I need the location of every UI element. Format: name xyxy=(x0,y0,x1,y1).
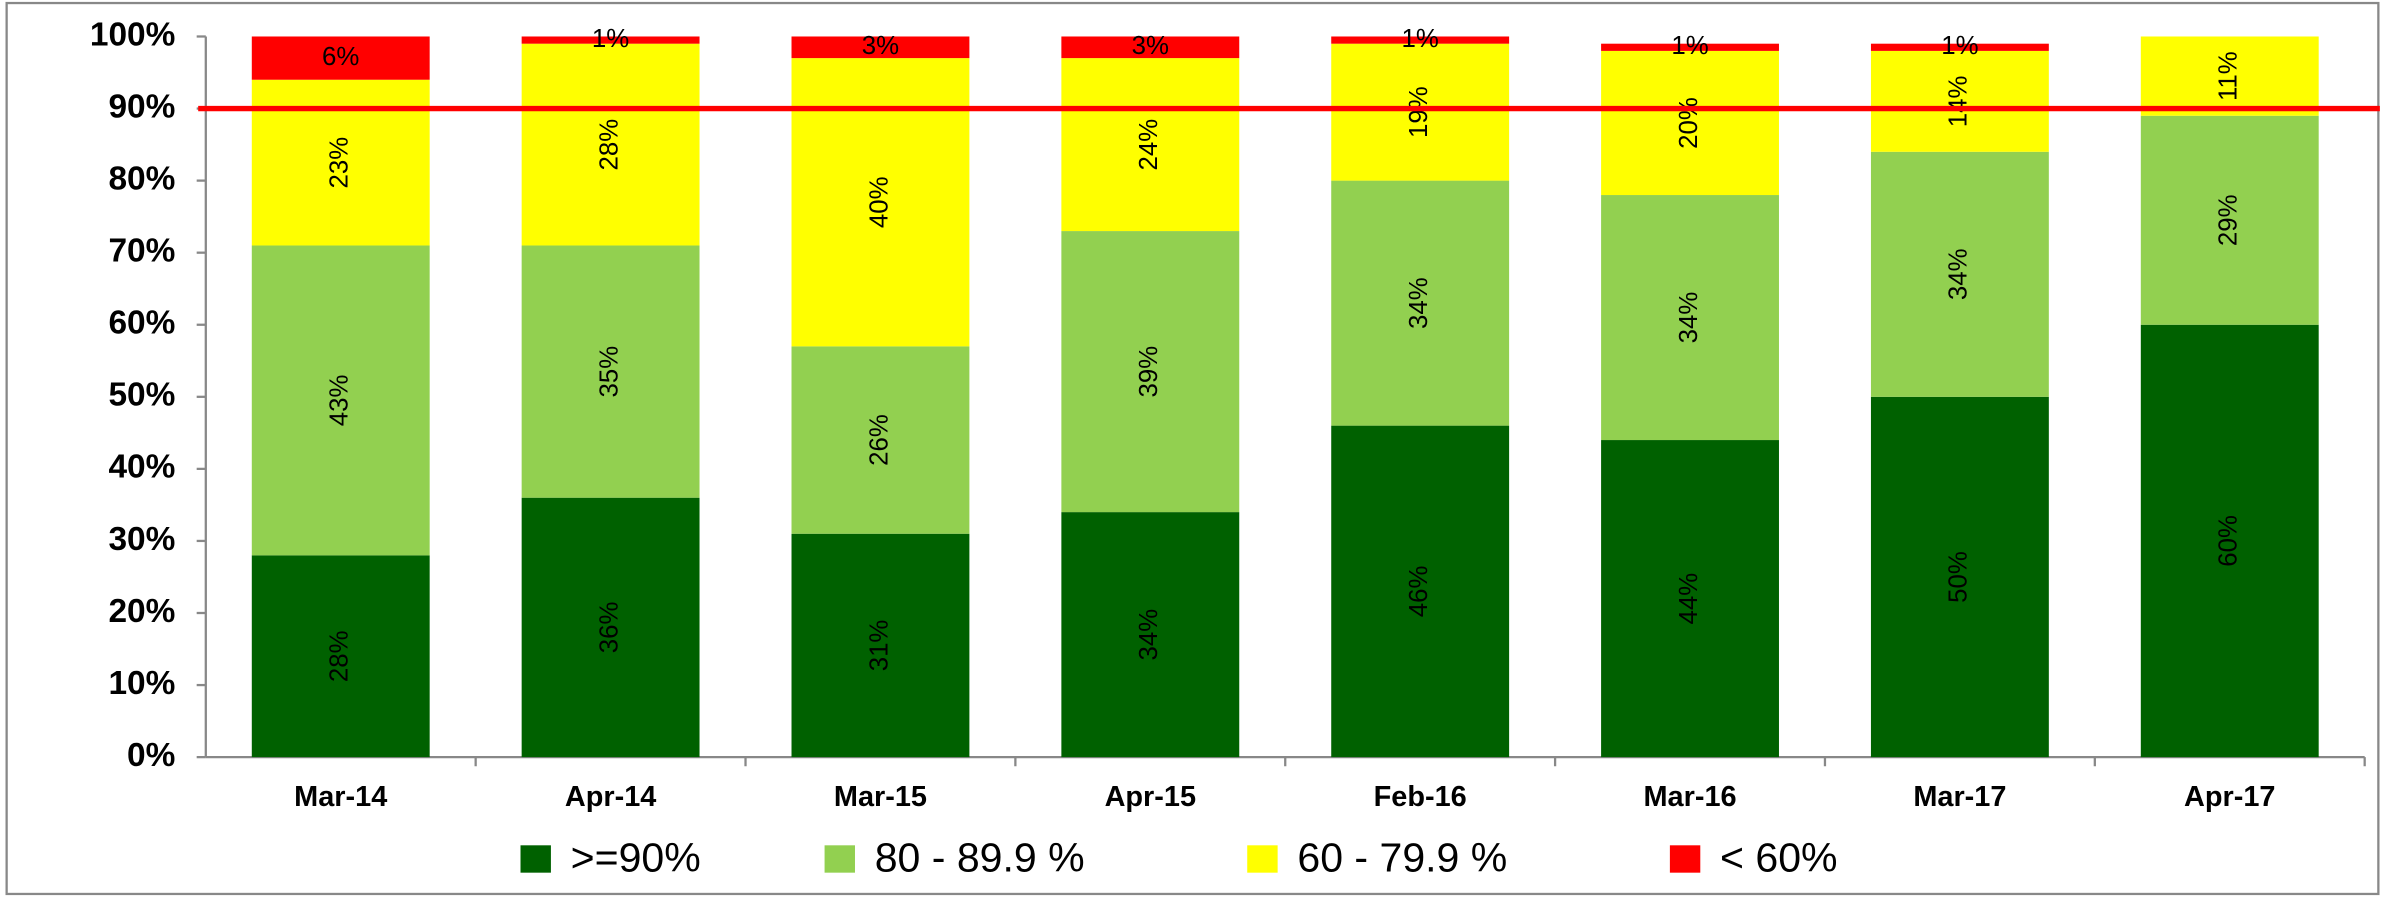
legend-swatch xyxy=(1669,845,1701,873)
legend-label: < 60% xyxy=(1720,834,1837,880)
y-tick-label: 80% xyxy=(108,160,175,197)
bar-segment xyxy=(1870,43,2049,51)
legend-swatch xyxy=(520,845,551,873)
value-label: 3% xyxy=(1132,32,1169,60)
bar-segment xyxy=(1331,43,1510,181)
value-label: 50% xyxy=(1945,551,1973,603)
value-label: 44% xyxy=(1675,573,1703,625)
bar-segment xyxy=(1601,50,1779,196)
bar-segment xyxy=(791,36,970,59)
value-label: 46% xyxy=(1405,566,1433,618)
value-label: 1% xyxy=(1941,32,1978,60)
bar-segment xyxy=(1061,512,1240,758)
y-tick-label: 90% xyxy=(108,88,175,125)
value-label: 3% xyxy=(862,32,899,60)
bar-segment xyxy=(521,497,700,758)
frame xyxy=(5,1,2380,896)
bar-segment xyxy=(1870,396,2049,758)
value-label: 20% xyxy=(1675,97,1703,149)
bar-segment xyxy=(521,36,700,44)
y-tick-label: 100% xyxy=(90,16,176,53)
bar-segment xyxy=(521,43,700,246)
value-label: 14% xyxy=(1945,75,1973,127)
y-tick-label: 0% xyxy=(127,737,175,774)
value-label: 34% xyxy=(1405,277,1433,329)
value-label: 1% xyxy=(1401,25,1438,53)
bar-segment xyxy=(1870,151,2049,397)
bar-segment xyxy=(791,346,970,534)
legend-label: >=90% xyxy=(571,834,701,880)
value-label: 29% xyxy=(2215,194,2243,246)
y-tick-label: 50% xyxy=(108,377,175,414)
x-tick-label: Mar-16 xyxy=(1643,781,1736,813)
bar-segment xyxy=(2140,36,2319,116)
x-tick-label: Apr-14 xyxy=(565,781,656,813)
x-tick-label: Apr-17 xyxy=(2184,781,2275,813)
y-tick-label: 10% xyxy=(108,665,175,702)
value-label: 36% xyxy=(595,602,623,654)
legend-swatch xyxy=(1247,845,1278,873)
bar-segment xyxy=(1331,180,1510,426)
x-tick-label: Mar-17 xyxy=(1913,781,2006,813)
value-label: 34% xyxy=(1675,292,1703,344)
y-tick-label: 20% xyxy=(108,593,175,630)
value-label: 34% xyxy=(1945,248,1973,300)
x-tick-label: Mar-14 xyxy=(294,781,387,813)
value-label: 31% xyxy=(865,620,893,672)
bar-segment xyxy=(791,533,970,758)
legend-label: 60 - 79.9 % xyxy=(1297,834,1507,880)
bar-segment xyxy=(1601,43,1779,51)
legend-swatch xyxy=(824,845,855,873)
x-tick-label: Feb-16 xyxy=(1374,781,1467,813)
value-label: 6% xyxy=(322,43,359,71)
bar-segment xyxy=(1870,50,2049,152)
value-label: 34% xyxy=(1135,609,1163,661)
y-tick-label: 30% xyxy=(108,521,175,558)
bar-segment xyxy=(251,555,430,758)
value-label: 26% xyxy=(865,414,893,466)
x-tick-label: Apr-15 xyxy=(1105,781,1196,813)
value-label: 19% xyxy=(1405,86,1433,138)
y-tick-label: 40% xyxy=(108,449,175,486)
bar-segment xyxy=(1331,425,1510,758)
bar-segment xyxy=(1601,195,1779,441)
value-label: 60% xyxy=(2215,515,2243,567)
value-label: 35% xyxy=(595,346,623,398)
bar-segment xyxy=(251,245,430,556)
bar-segment xyxy=(521,245,700,498)
value-label: 40% xyxy=(865,176,893,228)
bar-segment xyxy=(1601,440,1779,758)
value-label: 24% xyxy=(1135,119,1163,171)
value-label: 1% xyxy=(592,25,629,53)
bar-segment xyxy=(251,36,430,80)
bar-segment xyxy=(1061,231,1240,513)
value-label: 28% xyxy=(595,119,623,171)
legend-label: 80 - 89.9 % xyxy=(875,834,1085,880)
value-label: 1% xyxy=(1671,32,1708,60)
value-label: 39% xyxy=(1135,346,1163,398)
value-label: 43% xyxy=(326,375,354,427)
value-label: 28% xyxy=(326,630,354,682)
bar-segment xyxy=(2140,115,2319,325)
y-tick-label: 60% xyxy=(108,305,175,342)
bar-segment xyxy=(1061,58,1240,232)
x-tick-label: Mar-15 xyxy=(834,781,927,813)
bar-segment xyxy=(1061,36,1240,59)
value-label: 11% xyxy=(2215,51,2243,101)
value-label: 23% xyxy=(326,137,354,189)
bar-segment xyxy=(1331,36,1510,44)
bar-segment xyxy=(2140,324,2319,758)
y-tick-label: 70% xyxy=(108,233,175,270)
